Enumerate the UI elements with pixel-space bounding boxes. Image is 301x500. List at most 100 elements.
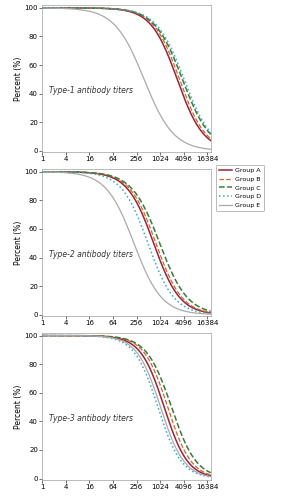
Line: Group C: Group C [42,336,211,472]
Group B [178,292,182,298]
Group C [209,308,213,314]
Group C [141,200,144,206]
Group C [209,132,213,138]
Text: Type-1 antibody titers: Type-1 antibody titers [49,86,133,95]
Group C [121,7,125,13]
Group B [132,190,135,196]
Group A [209,310,213,316]
Group D [121,6,125,12]
Line: Group C: Group C [42,8,211,134]
Group C [40,332,44,338]
Line: Group E: Group E [42,336,211,476]
Group D [209,310,213,316]
Group B [121,180,125,186]
Group E [205,473,209,479]
Line: Group A: Group A [42,336,211,476]
Group E [120,338,124,344]
Group E [132,52,135,58]
Group E [178,136,182,142]
Group D [141,363,144,369]
Group C [205,307,209,313]
Group B [141,13,144,19]
Group E [132,238,135,244]
Line: Group D: Group D [42,8,211,132]
Y-axis label: Percent (%): Percent (%) [14,384,23,428]
Group D [141,226,144,232]
Group D [40,5,44,11]
Group D [209,130,213,136]
Group C [205,468,209,473]
Group D [120,339,124,345]
Group E [121,214,125,220]
Group E [40,169,44,175]
Group E [40,332,44,338]
Group E [141,72,144,78]
Group E [141,262,144,268]
Legend: Group A, Group B, Group C, Group D, Group E: Group A, Group B, Group C, Group D, Grou… [216,164,264,211]
Group B [178,78,182,84]
Group E [121,338,125,344]
Group D [40,332,44,338]
Group A [205,472,209,478]
Group E [178,453,182,459]
Text: Type-2 antibody titers: Type-2 antibody titers [49,250,133,259]
Group A [40,168,44,174]
Group C [121,336,125,342]
Line: Group B: Group B [42,172,211,312]
Group D [178,300,182,306]
Group A [121,337,125,343]
Group C [40,168,44,174]
Group D [141,12,144,18]
Text: Type-3 antibody titers: Type-3 antibody titers [49,414,133,422]
Group B [40,332,44,338]
Group C [178,286,182,292]
Group C [209,470,213,476]
Group B [121,336,125,342]
Group A [209,138,213,143]
Group A [178,295,182,301]
Group D [209,474,213,480]
Group A [121,182,125,188]
Group C [141,345,144,351]
Group A [132,342,135,348]
Group B [40,168,44,174]
Group B [132,340,135,346]
Group B [141,348,144,354]
Group B [120,6,124,12]
Group A [141,14,144,20]
Group A [132,10,135,16]
Group B [209,136,213,141]
Group C [132,188,135,194]
Line: Group E: Group E [42,8,211,150]
Group C [120,6,124,12]
Group A [178,446,182,452]
Group A [141,352,144,358]
Group D [121,340,125,345]
Y-axis label: Percent (%): Percent (%) [14,220,23,264]
Group C [121,178,125,184]
Group B [132,9,135,15]
Group D [121,188,125,194]
Group A [132,194,135,200]
Group D [132,8,135,14]
Group D [132,348,135,354]
Group A [40,5,44,11]
Group B [209,472,213,478]
Line: Group E: Group E [42,172,211,314]
Line: Group B: Group B [42,8,211,138]
Group D [205,474,209,480]
Group D [120,6,124,12]
Group A [40,332,44,338]
Group B [40,5,44,11]
Line: Group D: Group D [42,172,211,314]
Group A [205,134,209,140]
Group D [205,124,209,130]
Group D [205,310,209,316]
Group C [178,428,182,434]
Group E [120,31,124,37]
Group A [121,7,125,13]
Group E [178,307,182,313]
Line: Group A: Group A [42,172,211,313]
Group D [178,457,182,463]
Y-axis label: Percent (%): Percent (%) [14,56,23,101]
